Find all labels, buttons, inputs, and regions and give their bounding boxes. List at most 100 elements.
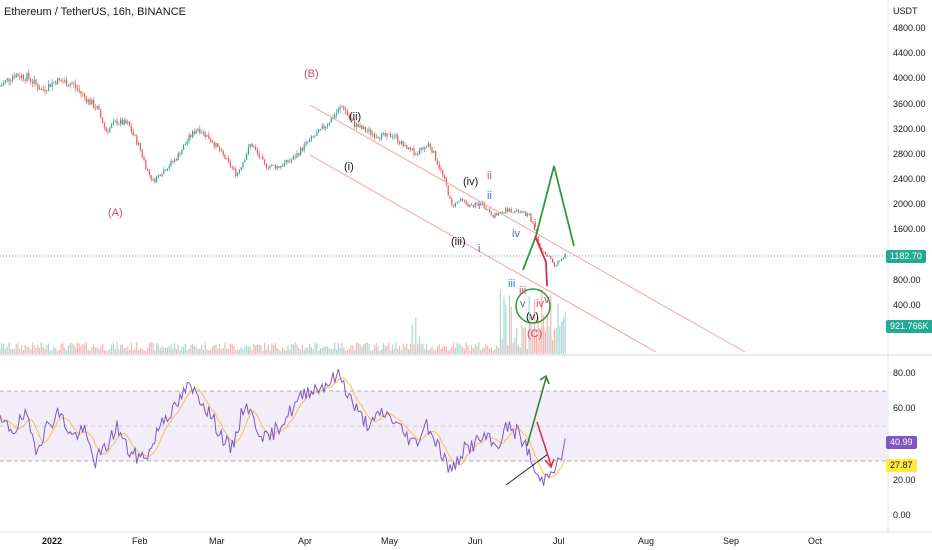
candle-body [420,147,422,151]
volume-bar [307,348,309,354]
volume-bar [420,344,422,354]
volume-bar [408,349,410,354]
candle-body [442,170,444,176]
candle-body [183,145,185,150]
volume-bar [494,349,496,354]
volume-bar [375,342,377,354]
candle-body [190,134,192,138]
candle-body [15,74,17,78]
candle-body [312,136,314,138]
volume-bar [498,347,500,354]
candle-body [435,151,437,161]
volume-bar [323,346,325,354]
volume-bar [145,351,147,354]
candle-body [391,136,393,138]
volume-badge: 921.766K [886,320,932,333]
volume-bar [69,342,71,354]
volume-bar [463,348,465,354]
rsi-tick: 0.00 [893,510,911,520]
candle-body [561,258,563,261]
volume-bar [0,348,1,354]
wave-label-iv: (iv) [463,176,478,188]
candle-body [217,143,219,148]
volume-bar [442,346,444,354]
price-tick: 2400.00 [893,174,926,184]
volume-bar [210,349,212,354]
candle-body [510,208,512,213]
volume-bar [49,350,51,354]
volume-bar [274,342,276,354]
candle-body [334,114,336,119]
candle-body [537,236,539,244]
candle-body [487,209,489,211]
volume-bar [244,345,246,354]
candle-body [562,257,564,259]
volume-bar [76,342,78,354]
volume-bar [544,331,546,354]
candle-body [436,160,438,164]
candle-body [4,80,6,83]
volume-bar [93,344,95,354]
volume-bar [562,317,564,354]
candle-body [456,201,458,203]
candle-body [276,166,278,169]
candle-body [87,99,89,103]
volume-bar [48,343,50,354]
candle-body [12,76,14,81]
candle-body [215,143,217,147]
candle-body [476,203,478,204]
candle-body [449,195,451,199]
candle-body [366,131,368,133]
volume-bar [424,348,426,354]
volume-bar [175,349,177,354]
volume-bar [192,343,194,354]
candle-body [8,78,10,82]
candle-body [89,99,91,105]
candle-body [417,153,419,155]
price-tick: 4400.00 [893,48,926,58]
candle-body [53,81,55,83]
candle-body [26,73,28,81]
volume-bar [402,343,404,354]
volume-bar [294,342,296,354]
volume-bar [211,346,213,354]
wave-label-blue-iii: iii [508,278,515,290]
volume-bar [219,344,221,354]
volume-bar [256,344,258,354]
wave-label-A: (A) [108,207,123,219]
candle-body [210,139,212,142]
candle-body [3,82,5,86]
candle-body [525,211,527,216]
volume-bar [204,343,206,354]
candle-body [465,201,467,204]
candle-body [84,94,86,98]
volume-bar [372,350,374,354]
volume-bar [377,346,379,354]
candle-body [406,145,408,150]
volume-bar [73,344,75,354]
volume-bar [330,349,332,354]
candle-body [310,136,312,140]
volume-bar [519,347,521,354]
candle-body [75,83,77,88]
candle-body [269,166,271,168]
volume-bar [183,346,185,354]
candle-body [1,85,3,87]
wave-label-red-i: i [478,200,480,212]
candle-body [228,158,230,162]
candle-body [382,133,384,134]
wave-label-ii: (ii) [349,111,361,123]
candle-body [132,131,134,135]
volume-bar [267,343,269,354]
volume-bar [166,347,168,354]
rsi-ma-badge: 27.87 [886,459,917,472]
candle-body [546,254,548,257]
volume-bar [422,343,424,354]
volume-bar [30,349,32,354]
volume-bar [550,295,552,354]
candle-body [447,185,449,196]
candle-body [76,87,78,90]
candle-body [67,85,69,87]
candle-body [399,142,401,144]
candle-body [458,200,460,202]
